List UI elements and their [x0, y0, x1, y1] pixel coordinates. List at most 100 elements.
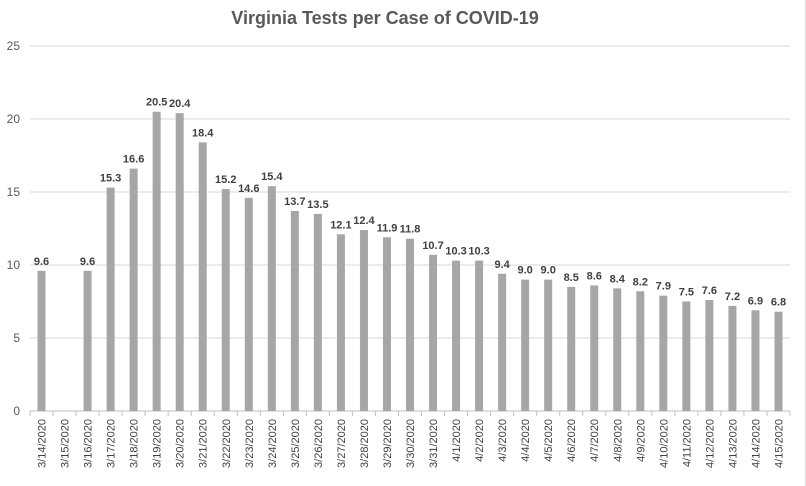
data-label: 7.2 — [725, 291, 740, 303]
data-label: 10.3 — [445, 246, 466, 258]
x-tick-label: 3/14/2020 — [37, 419, 49, 468]
data-label: 18.4 — [192, 127, 214, 139]
x-tick-label: 3/19/2020 — [152, 419, 164, 468]
data-label: 7.5 — [679, 287, 694, 299]
bar — [636, 291, 645, 411]
data-label: 11.9 — [377, 222, 398, 234]
data-label: 12.1 — [330, 219, 351, 231]
x-tick-label: 3/29/2020 — [382, 419, 394, 468]
bar — [267, 186, 276, 411]
data-label: 13.5 — [307, 199, 328, 211]
x-tick-label: 3/25/2020 — [290, 419, 302, 468]
data-label: 9.6 — [80, 256, 95, 268]
x-tick-label: 4/13/2020 — [727, 419, 739, 468]
data-label: 14.6 — [238, 183, 259, 195]
data-label: 20.5 — [146, 97, 167, 109]
data-label: 6.9 — [748, 295, 763, 307]
bar — [198, 142, 207, 412]
bar — [106, 187, 115, 411]
data-label: 7.6 — [702, 285, 717, 297]
data-label: 12.4 — [353, 215, 375, 227]
bar — [728, 305, 737, 411]
x-tick-label: 3/20/2020 — [175, 419, 187, 468]
data-label: 11.8 — [400, 224, 421, 236]
x-tick-label: 3/16/2020 — [83, 419, 95, 468]
data-label: 15.4 — [261, 171, 283, 183]
x-tick-label: 4/11/2020 — [681, 419, 693, 467]
y-tick-label: 15 — [7, 185, 21, 199]
bar — [498, 273, 507, 411]
x-tick-label: 3/24/2020 — [267, 419, 279, 468]
data-label: 9.0 — [518, 265, 533, 277]
y-tick-label: 0 — [13, 404, 20, 418]
bar — [452, 260, 461, 411]
data-label: 8.5 — [564, 272, 579, 284]
bar — [382, 237, 391, 411]
x-tick-label: 4/5/2020 — [543, 419, 555, 462]
data-label: 6.8 — [771, 297, 786, 309]
x-tick-label: 3/21/2020 — [198, 419, 210, 468]
data-label: 9.6 — [34, 256, 49, 268]
bar — [590, 285, 599, 411]
bar — [290, 210, 299, 411]
x-tick-label: 3/22/2020 — [221, 419, 233, 468]
data-label: 7.9 — [656, 281, 671, 293]
x-tick-label: 3/30/2020 — [405, 419, 417, 468]
x-tick-label: 3/26/2020 — [313, 419, 325, 468]
data-label: 9.0 — [541, 265, 556, 277]
bar — [475, 260, 484, 411]
x-tick-label: 4/6/2020 — [566, 419, 578, 462]
data-label: 9.4 — [494, 259, 510, 271]
data-label: 8.4 — [610, 273, 626, 285]
x-tick-label: 4/7/2020 — [589, 419, 601, 462]
x-tick-label: 4/9/2020 — [635, 419, 647, 462]
bar — [774, 311, 783, 411]
data-label: 13.7 — [284, 196, 305, 208]
bar — [429, 254, 438, 411]
bar — [521, 279, 530, 411]
chart-title: Virginia Tests per Case of COVID-19 — [231, 8, 539, 28]
data-label: 10.7 — [422, 240, 443, 252]
data-label: 15.3 — [100, 173, 121, 185]
bar — [129, 168, 138, 411]
bar — [152, 111, 161, 411]
x-tick-label: 4/4/2020 — [520, 419, 532, 462]
x-tick-label: 4/10/2020 — [658, 419, 670, 468]
x-tick-label: 3/27/2020 — [336, 419, 348, 468]
bar — [83, 270, 92, 411]
x-tick-label: 4/8/2020 — [612, 419, 624, 462]
x-tick-label: 3/28/2020 — [359, 419, 371, 468]
bar — [705, 300, 714, 411]
x-tick-label: 4/12/2020 — [704, 419, 716, 468]
x-tick-label: 3/15/2020 — [60, 419, 72, 468]
data-label: 8.6 — [587, 270, 602, 282]
bar — [659, 295, 668, 411]
data-label: 20.4 — [169, 98, 191, 110]
bar — [37, 270, 46, 411]
y-tick-label: 10 — [7, 258, 21, 272]
bar — [544, 279, 553, 411]
bar — [175, 113, 184, 411]
y-tick-label: 5 — [13, 331, 20, 345]
bar — [751, 310, 760, 411]
data-label: 10.3 — [468, 246, 489, 258]
bar — [313, 213, 322, 411]
bar — [682, 301, 691, 411]
x-tick-label: 3/18/2020 — [129, 419, 141, 468]
data-label: 15.2 — [215, 174, 236, 186]
x-tick-label: 4/2/2020 — [474, 419, 486, 462]
data-label: 8.2 — [633, 276, 648, 288]
x-tick-label: 4/1/2020 — [451, 419, 463, 462]
x-tick-label: 4/15/2020 — [773, 419, 785, 468]
y-tick-label: 25 — [7, 39, 21, 53]
bar — [613, 288, 622, 411]
bar — [567, 286, 576, 411]
bar — [406, 238, 414, 411]
bar — [221, 189, 230, 411]
x-tick-label: 3/17/2020 — [106, 419, 118, 468]
y-tick-label: 20 — [7, 112, 21, 126]
data-label: 16.6 — [123, 154, 144, 166]
bar — [244, 197, 253, 411]
